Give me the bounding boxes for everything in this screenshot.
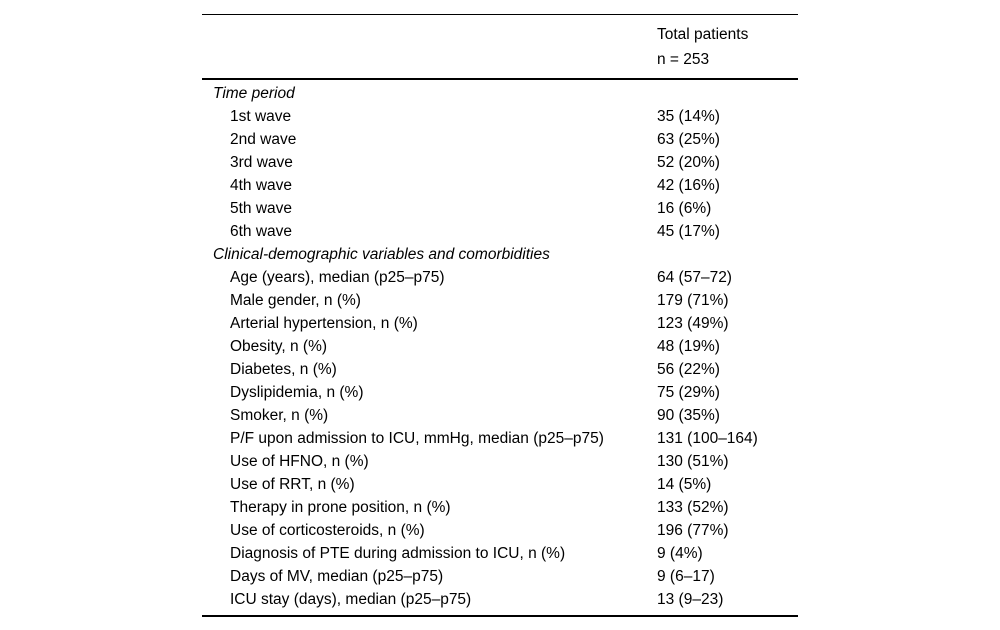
table-row: Use of HFNO, n (%) 130 (51%) bbox=[202, 450, 798, 473]
row-value: 64 (57–72) bbox=[657, 269, 732, 286]
row-label: Use of HFNO, n (%) bbox=[230, 453, 369, 470]
row-label: 3rd wave bbox=[230, 154, 293, 171]
row-label: Male gender, n (%) bbox=[230, 292, 361, 309]
row-label: 4th wave bbox=[230, 177, 293, 194]
row-value: 9 (4%) bbox=[657, 545, 703, 562]
row-label: P/F upon admission to ICU, mmHg, median … bbox=[230, 430, 604, 447]
row-label: Therapy in prone position, n (%) bbox=[230, 499, 451, 516]
row-value: 13 (9–23) bbox=[657, 591, 724, 608]
table-row: Obesity, n (%) 48 (19%) bbox=[202, 335, 798, 358]
table-row: P/F upon admission to ICU, mmHg, median … bbox=[202, 427, 798, 450]
row-value: 179 (71%) bbox=[657, 292, 729, 309]
row-label: 5th wave bbox=[230, 200, 293, 217]
row-label: Diagnosis of PTE during admission to ICU… bbox=[230, 545, 566, 562]
row-value: 90 (35%) bbox=[657, 407, 720, 424]
row-value: 63 (25%) bbox=[657, 131, 720, 148]
table-row: Use of RRT, n (%) 14 (5%) bbox=[202, 473, 798, 496]
row-value: 45 (17%) bbox=[657, 223, 720, 240]
patients-table: Total patients n = 253 Time period 1st w… bbox=[202, 14, 798, 617]
row-value: 130 (51%) bbox=[657, 453, 729, 470]
header-total-patients: Total patients bbox=[657, 26, 749, 43]
row-label: 2nd wave bbox=[230, 131, 297, 148]
table-row: Dyslipidemia, n (%) 75 (29%) bbox=[202, 381, 798, 404]
row-value: 75 (29%) bbox=[657, 384, 720, 401]
row-label: Smoker, n (%) bbox=[230, 407, 329, 424]
table-row: Clinical-demographic variables and comor… bbox=[202, 243, 798, 266]
table-row: 5th wave 16 (6%) bbox=[202, 197, 798, 220]
row-label: ICU stay (days), median (p25–p75) bbox=[230, 591, 472, 608]
row-value bbox=[657, 82, 798, 105]
table-body: Time period 1st wave 35 (14%) 2nd wave 6… bbox=[202, 80, 798, 615]
table-header: Total patients n = 253 bbox=[202, 15, 798, 80]
table-row: 1st wave 35 (14%) bbox=[202, 105, 798, 128]
row-value: 16 (6%) bbox=[657, 200, 712, 217]
row-value: 35 (14%) bbox=[657, 108, 720, 125]
table-row: Diabetes, n (%) 56 (22%) bbox=[202, 358, 798, 381]
row-value: 14 (5%) bbox=[657, 476, 712, 493]
row-value: 9 (6–17) bbox=[657, 568, 715, 585]
row-label: Use of corticosteroids, n (%) bbox=[230, 522, 425, 539]
table-row: Use of corticosteroids, n (%) 196 (77%) bbox=[202, 519, 798, 542]
table-row: ICU stay (days), median (p25–p75) 13 (9–… bbox=[202, 588, 798, 611]
table-row: 6th wave 45 (17%) bbox=[202, 220, 798, 243]
table-row: Days of MV, median (p25–p75) 9 (6–17) bbox=[202, 565, 798, 588]
row-label: Obesity, n (%) bbox=[230, 338, 328, 355]
row-value: 133 (52%) bbox=[657, 499, 729, 516]
table-row: Age (years), median (p25–p75) 64 (57–72) bbox=[202, 266, 798, 289]
row-label: Clinical-demographic variables and comor… bbox=[213, 246, 550, 263]
row-value: 52 (20%) bbox=[657, 154, 720, 171]
row-value: 123 (49%) bbox=[657, 315, 729, 332]
row-label: Age (years), median (p25–p75) bbox=[230, 269, 445, 286]
row-value: 42 (16%) bbox=[657, 177, 720, 194]
table-row: Smoker, n (%) 90 (35%) bbox=[202, 404, 798, 427]
table-row: 4th wave 42 (16%) bbox=[202, 174, 798, 197]
row-label: 1st wave bbox=[230, 108, 292, 125]
table-row: Diagnosis of PTE during admission to ICU… bbox=[202, 542, 798, 565]
row-value: 196 (77%) bbox=[657, 522, 729, 539]
row-label: Use of RRT, n (%) bbox=[230, 476, 355, 493]
table-row: Time period bbox=[202, 82, 798, 105]
row-value bbox=[657, 243, 798, 266]
row-label: 6th wave bbox=[230, 223, 293, 240]
row-label: Diabetes, n (%) bbox=[230, 361, 337, 378]
table-row: 3rd wave 52 (20%) bbox=[202, 151, 798, 174]
row-label: Dyslipidemia, n (%) bbox=[230, 384, 364, 401]
table-row: Arterial hypertension, n (%) 123 (49%) bbox=[202, 312, 798, 335]
row-label: Days of MV, median (p25–p75) bbox=[230, 568, 444, 585]
row-label: Time period bbox=[213, 85, 295, 102]
row-value: 48 (19%) bbox=[657, 338, 720, 355]
table-row: Male gender, n (%) 179 (71%) bbox=[202, 289, 798, 312]
row-label: Arterial hypertension, n (%) bbox=[230, 315, 418, 332]
header-n-count: n = 253 bbox=[657, 51, 710, 68]
row-value: 131 (100–164) bbox=[657, 430, 758, 447]
table-row: Therapy in prone position, n (%) 133 (52… bbox=[202, 496, 798, 519]
table-row: 2nd wave 63 (25%) bbox=[202, 128, 798, 151]
row-value: 56 (22%) bbox=[657, 361, 720, 378]
